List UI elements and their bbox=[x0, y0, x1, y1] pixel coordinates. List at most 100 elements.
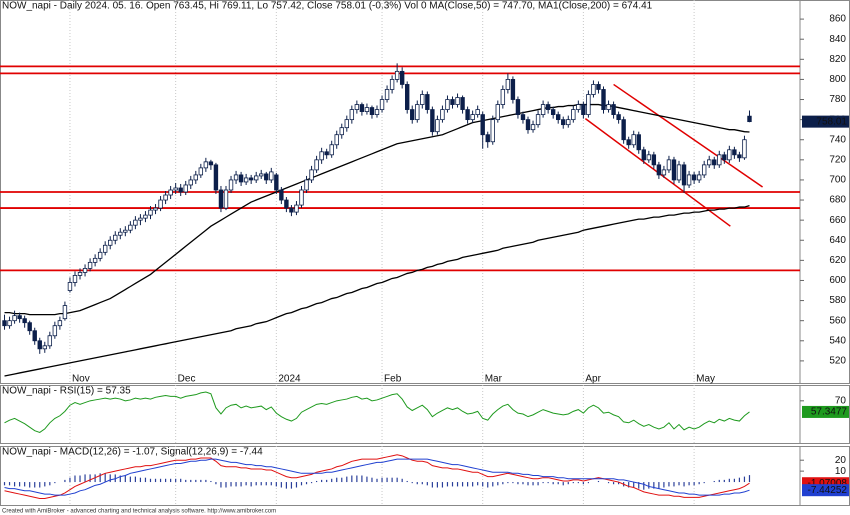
candle-body bbox=[47, 335, 53, 347]
candle-body bbox=[27, 322, 32, 332]
value-label: 57.3477 bbox=[811, 407, 848, 418]
x-tick-label: Feb bbox=[384, 374, 402, 385]
candle-body bbox=[586, 94, 591, 115]
y-tick-label: 680 bbox=[829, 195, 846, 206]
candle-body bbox=[490, 119, 495, 143]
candle-body bbox=[203, 161, 209, 169]
candle-body bbox=[339, 127, 344, 136]
y-tick-label: 540 bbox=[829, 335, 846, 346]
candle-body bbox=[324, 151, 329, 156]
value-label-box bbox=[802, 115, 849, 128]
pane-title: NOW_napi - MACD(12,26) = -1.07, Signal(1… bbox=[2, 447, 263, 458]
candle-body bbox=[399, 70, 405, 85]
candle-body bbox=[440, 109, 445, 121]
candle-body bbox=[737, 154, 742, 159]
candle-body bbox=[143, 214, 148, 219]
value-label: 758.01 bbox=[816, 116, 847, 127]
y-tick-label: 600 bbox=[829, 275, 846, 286]
candle-body bbox=[128, 224, 133, 231]
candle-body bbox=[631, 134, 636, 146]
y-tick-label: 580 bbox=[829, 295, 846, 306]
candle-body bbox=[238, 174, 244, 183]
candle-body bbox=[289, 207, 294, 213]
candle-body bbox=[646, 154, 652, 161]
candle-body bbox=[354, 104, 360, 110]
candle-body bbox=[520, 114, 526, 121]
candle-body bbox=[651, 154, 657, 166]
x-tick-label: Apr bbox=[585, 374, 601, 385]
candle-body bbox=[475, 109, 480, 115]
y-tick-label: 70 bbox=[835, 395, 847, 406]
candle-body bbox=[722, 154, 727, 161]
candle-body bbox=[515, 99, 521, 115]
candle-body bbox=[183, 184, 188, 193]
candle-body bbox=[601, 89, 606, 110]
candle-body bbox=[369, 107, 375, 115]
y-tick-label: 520 bbox=[829, 356, 846, 367]
candle-body bbox=[213, 164, 219, 191]
y-tick-label: 560 bbox=[829, 315, 846, 326]
candle-body bbox=[158, 199, 163, 209]
candle-body bbox=[2, 320, 7, 327]
value-label-box bbox=[802, 484, 849, 497]
candle-body bbox=[556, 114, 561, 121]
candle-body bbox=[571, 109, 576, 121]
y-tick-label: 640 bbox=[829, 235, 846, 246]
candle-body bbox=[264, 173, 269, 181]
candle-body bbox=[505, 79, 511, 90]
candle-body bbox=[92, 257, 98, 263]
candle-body bbox=[102, 244, 108, 253]
candle-body bbox=[681, 164, 687, 186]
candle-body bbox=[42, 345, 47, 350]
candle-body bbox=[77, 272, 83, 276]
candle-body bbox=[178, 187, 183, 193]
y-tick-label: 840 bbox=[829, 34, 846, 45]
candle-body bbox=[188, 179, 193, 186]
candle-body bbox=[425, 94, 430, 110]
candle-body bbox=[153, 207, 158, 211]
candle-body bbox=[87, 261, 93, 269]
candle-body bbox=[591, 84, 596, 95]
candle-body bbox=[717, 154, 722, 166]
moving-average-line bbox=[4, 103, 750, 316]
candle-body bbox=[97, 251, 103, 259]
candle-body bbox=[52, 325, 58, 337]
candle-body bbox=[530, 124, 536, 131]
candle-body bbox=[168, 189, 173, 196]
candle-body bbox=[606, 104, 611, 110]
pane-title: NOW_napi - Daily 2024. 05. 16. Open 763.… bbox=[2, 1, 653, 12]
candle-body bbox=[405, 84, 410, 110]
candle-body bbox=[696, 174, 702, 181]
macd-line bbox=[4, 458, 750, 496]
candle-body bbox=[701, 164, 707, 176]
candle-body bbox=[656, 164, 662, 176]
candle-body bbox=[163, 194, 168, 201]
candle-body bbox=[420, 94, 425, 105]
value-label: -7.44252 bbox=[808, 485, 848, 496]
candle-body bbox=[686, 174, 692, 186]
candle-body bbox=[364, 107, 370, 112]
candle-body bbox=[82, 268, 88, 273]
candle-body bbox=[626, 139, 631, 146]
candle-body bbox=[435, 119, 440, 133]
candle-body bbox=[465, 109, 470, 121]
candle-body bbox=[304, 179, 309, 191]
candle-body bbox=[545, 104, 551, 110]
candle-body bbox=[37, 340, 42, 350]
candle-body bbox=[253, 175, 259, 181]
candle-body bbox=[611, 104, 616, 115]
candle-body bbox=[208, 161, 214, 166]
rsi-line bbox=[4, 391, 750, 434]
candle-body bbox=[666, 159, 672, 171]
candle-body bbox=[500, 89, 506, 105]
candle-body bbox=[671, 159, 677, 181]
candle-body bbox=[349, 109, 355, 121]
candle-body bbox=[62, 305, 68, 320]
candle-body bbox=[173, 187, 178, 191]
candle-body bbox=[118, 231, 123, 236]
candle-body bbox=[57, 320, 63, 327]
x-tick-label: Dec bbox=[178, 374, 196, 385]
candle-body bbox=[67, 282, 73, 291]
y-tick-label: 800 bbox=[829, 74, 846, 85]
